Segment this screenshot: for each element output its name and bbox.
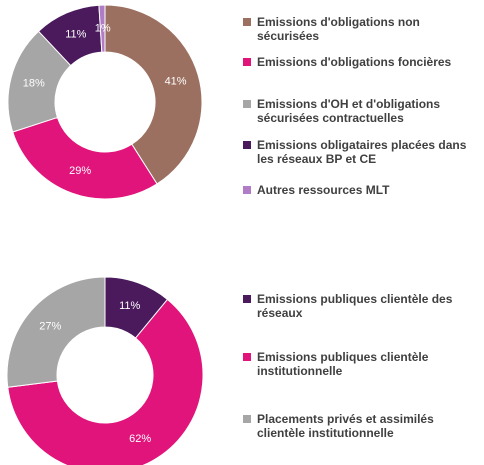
legend-swatch <box>243 353 251 361</box>
legend-label: Emissions obligataires placées dans les … <box>257 138 467 166</box>
legend-item: Emissions d'obligations foncières <box>243 55 481 69</box>
legend-label: Emissions d'OH et d'obligations sécurisé… <box>257 97 441 125</box>
data-label: 41% <box>165 75 187 87</box>
legend-item: Emissions d'OH et d'obligations sécurisé… <box>243 97 481 125</box>
legend-swatch <box>243 141 251 149</box>
data-label: 11% <box>65 28 86 40</box>
legend-label: Emissions publiques clientèle des réseau… <box>257 292 453 320</box>
legend-item: Emissions publiques clientèle institutio… <box>243 350 481 378</box>
legend-swatch <box>243 415 251 423</box>
legend-swatch <box>243 295 251 303</box>
legend-swatch <box>243 186 251 194</box>
data-label: 18% <box>23 78 45 90</box>
data-label: 27% <box>39 321 61 333</box>
legend-item: Emissions obligataires placées dans les … <box>243 138 481 166</box>
legend-item: Emissions publiques clientèle des réseau… <box>243 292 481 320</box>
legend-item: Emissions d'obligations non sécurisées <box>243 15 481 43</box>
legend-swatch <box>243 18 251 26</box>
donut-slice <box>104 4 203 185</box>
legend-label: Emissions d'obligations non sécurisées <box>257 15 420 43</box>
data-label: 62% <box>129 433 151 445</box>
donut-slice <box>7 298 204 465</box>
legend-label: Emissions publiques clientèle institutio… <box>257 350 429 378</box>
data-label: 11% <box>119 300 140 312</box>
legend-item: Autres ressources MLT <box>243 183 481 197</box>
legend-label: Placements privés et assimilés clientèle… <box>257 412 434 440</box>
donut-slice <box>98 4 106 53</box>
data-label: 29% <box>69 165 91 177</box>
donut-slice <box>12 116 158 200</box>
legend-label: Autres ressources MLT <box>257 183 390 197</box>
data-label: 1% <box>95 22 111 34</box>
legend-swatch <box>243 58 251 66</box>
donut-slice <box>6 276 106 388</box>
legend-swatch <box>243 100 251 108</box>
legend-item: Placements privés et assimilés clientèle… <box>243 412 481 440</box>
legend-label: Emissions d'obligations foncières <box>257 55 452 69</box>
